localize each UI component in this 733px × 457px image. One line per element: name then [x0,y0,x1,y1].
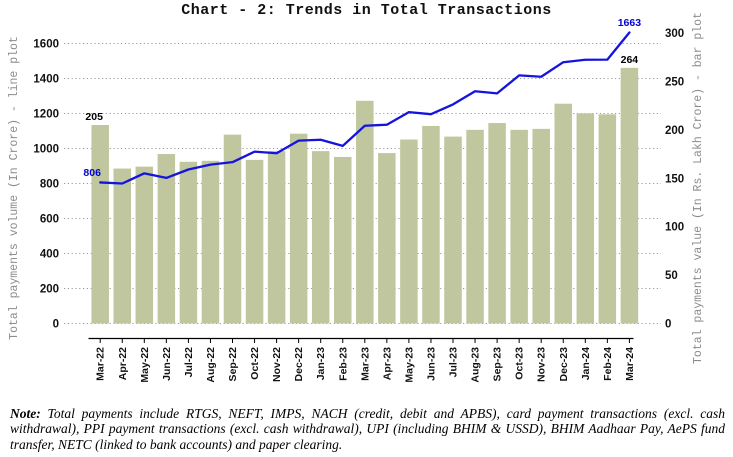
bar [267,151,286,324]
left-axis-tick-label: 200 [40,284,59,296]
x-tick-label: Oct-22 [249,347,261,380]
bar [135,166,154,324]
bar [91,124,109,324]
right-axis-tick-label: 300 [665,28,684,40]
bar [356,100,374,324]
left-axis-tick-label: 400 [40,249,59,261]
data-label: 1663 [618,17,642,29]
x-tick-label: Sep-23 [492,347,504,382]
bar [554,103,572,324]
data-label: 806 [83,167,101,179]
left-axis-title: Total payments volume (In Crore) - line … [8,36,21,340]
x-tick-label: Aug-22 [205,347,217,383]
bar [378,153,396,324]
x-tick-label: May-22 [139,347,151,383]
right-axis-tick-label: 0 [665,319,671,331]
chart-canvas: 0 200 400 600 800 1000 1200 1400 1600 0 50 100 150 20… [8,12,705,383]
chart-note: Note: Total payments include RTGS, NEFT,… [10,406,725,452]
bar [157,154,176,324]
data-label: 205 [85,111,103,123]
x-tick-label: Dec-22 [293,347,305,382]
x-tick-label: Oct-23 [514,347,526,380]
x-tick-label: Nov-23 [536,347,548,382]
bar [488,123,506,324]
left-axis-tick-label: 1400 [33,74,59,86]
x-tick-label: Jan-23 [315,347,327,380]
bar [113,168,131,324]
x-tick-label: Mar-24 [624,347,636,381]
bar [422,125,440,324]
bar [510,129,528,324]
bar [598,114,617,324]
bar [532,128,550,324]
bar [444,136,462,324]
bar [576,113,595,324]
bar [223,134,242,324]
bar [466,129,484,324]
right-axis-tick-label: 50 [665,270,678,282]
bar [201,160,220,324]
x-tick-label: May-23 [403,347,415,383]
bar [620,67,639,324]
x-tick-label: Nov-22 [271,347,283,382]
right-axis-tick-label: 250 [665,76,684,88]
x-tick-label: Jun-23 [425,347,437,381]
trend-line [99,31,631,185]
x-tick-label: Apr-23 [381,347,393,380]
bar [245,159,264,324]
right-axis-tick-label: 200 [665,125,684,137]
x-tick-label: Mar-23 [359,347,371,381]
bar [289,133,308,324]
x-tick-label: Sep-22 [227,347,239,382]
x-tick-label: Jul-23 [448,347,460,378]
left-axis-tick-label: 1600 [33,39,59,51]
x-tick-label: Jul-22 [183,347,195,378]
right-axis-title: Total payments value (In Rs. Lakh Crore)… [692,12,705,364]
data-label: 264 [621,54,639,66]
bar [311,151,330,324]
chart-title: Chart - 2: Trends in Total Transactions [181,2,552,19]
left-axis-tick-label: 1200 [33,109,59,121]
bar [334,156,352,324]
left-axis-tick-label: 1000 [33,144,59,156]
left-axis-tick-label: 0 [53,319,59,331]
note-body: Total payments include RTGS, NEFT, IMPS,… [10,406,725,452]
note-label: Note: [10,406,41,421]
left-axis-tick-label: 800 [40,179,59,191]
bar [400,139,418,324]
x-tick-label: Feb-24 [602,347,614,381]
right-axis-tick-label: 100 [665,222,684,234]
left-axis-tick-label: 600 [40,214,59,226]
x-tick-label: Mar-22 [95,347,107,381]
x-tick-label: Aug-23 [470,347,482,383]
right-axis-tick-label: 150 [665,173,684,185]
x-tick-label: Feb-23 [337,347,349,381]
x-tick-label: Jan-24 [580,347,592,380]
x-tick-label: Dec-23 [558,347,570,382]
x-tick-label: Apr-22 [117,347,129,380]
bar [179,161,198,324]
x-tick-label: Jun-22 [161,347,173,381]
